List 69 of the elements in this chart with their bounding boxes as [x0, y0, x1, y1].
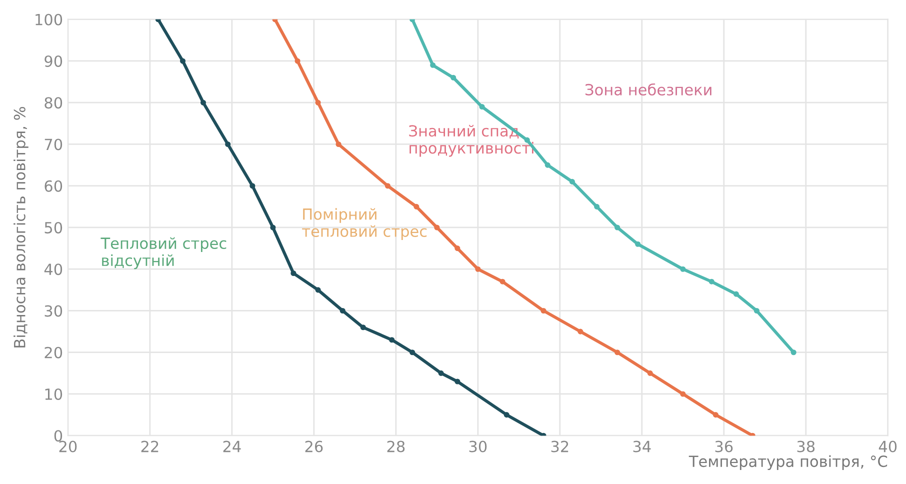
- point: [475, 266, 481, 272]
- point: [290, 270, 296, 276]
- x-tick-label: 24: [223, 440, 241, 452]
- point: [294, 58, 300, 64]
- x-tick-label: 36: [715, 440, 733, 452]
- point: [504, 412, 510, 418]
- x-tick-label: 40: [878, 440, 897, 452]
- x-tick-label: 26: [305, 440, 323, 452]
- point: [315, 100, 321, 106]
- point: [410, 350, 416, 356]
- point: [500, 278, 506, 284]
- point: [250, 183, 256, 189]
- point: [680, 391, 686, 397]
- y-tick-label: 70: [44, 138, 62, 150]
- point: [754, 308, 760, 314]
- y-tick-label: 20: [44, 346, 62, 358]
- x-tick-label: 20: [59, 440, 77, 452]
- point: [647, 370, 653, 376]
- point: [225, 141, 231, 148]
- x-tick-label: 22: [141, 440, 158, 452]
- y-tick-label: 30: [44, 305, 62, 317]
- point: [200, 100, 206, 106]
- y-tick-label: 60: [44, 180, 62, 192]
- x-tick-label: 30: [469, 440, 487, 452]
- x-tick-label: 34: [633, 440, 651, 452]
- y-tick-label: 50: [44, 222, 62, 234]
- x-tick-label: 32: [551, 440, 568, 452]
- point: [733, 291, 739, 297]
- y-tick-label: 80: [44, 97, 62, 109]
- point: [450, 74, 456, 80]
- point: [614, 224, 620, 230]
- y-tick-label: 90: [44, 55, 62, 68]
- point: [614, 350, 620, 356]
- x-axis-title: Температура повітря, °C: [688, 455, 888, 470]
- point: [414, 204, 420, 210]
- point: [340, 308, 346, 314]
- y-tick-label: 10: [45, 388, 62, 400]
- point: [434, 224, 440, 230]
- point: [635, 241, 641, 247]
- y-axis-title: Відносна вологість повітря, %: [14, 106, 28, 348]
- annotation: Помірний тепловий стрес: [302, 208, 427, 240]
- point: [454, 246, 460, 252]
- point: [430, 62, 436, 68]
- x-tick-label: 38: [797, 440, 815, 452]
- point: [544, 162, 550, 168]
- point: [454, 378, 460, 384]
- y-tick-label: 40: [44, 264, 62, 276]
- point: [270, 224, 276, 230]
- point: [360, 324, 366, 330]
- point: [180, 58, 186, 64]
- point: [315, 287, 321, 293]
- point: [389, 337, 395, 343]
- point: [336, 141, 342, 148]
- point: [569, 178, 575, 184]
- point: [790, 350, 796, 356]
- y-tick-label: 100: [36, 14, 62, 26]
- point: [384, 183, 390, 189]
- x-tick-label: 28: [387, 440, 405, 452]
- point: [708, 278, 714, 284]
- point: [578, 328, 584, 334]
- annotation: Тепловий стрес відсутній: [100, 237, 226, 270]
- point: [540, 308, 546, 314]
- point: [712, 412, 718, 418]
- point: [479, 104, 485, 110]
- point: [594, 204, 600, 210]
- point: [680, 266, 686, 272]
- y-tick-label: 0: [54, 430, 62, 442]
- annotation: Зона небезпеки: [586, 83, 712, 96]
- point: [438, 370, 444, 376]
